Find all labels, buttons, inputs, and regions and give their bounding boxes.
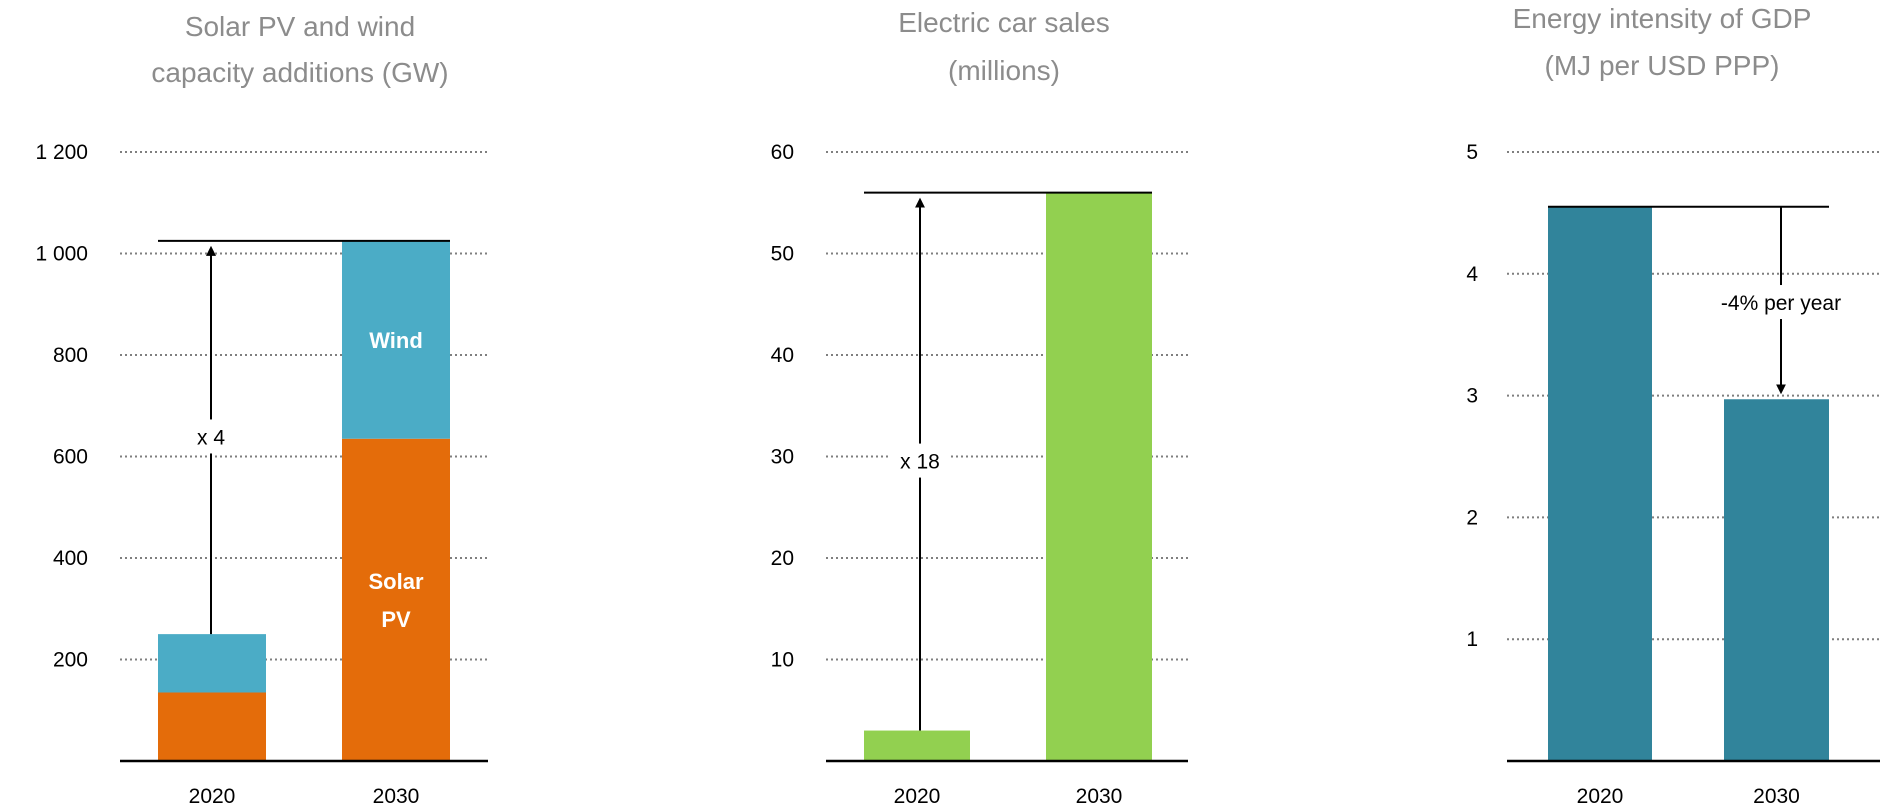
bar-value-2020: [1548, 206, 1652, 761]
change-annotation: -4% per year: [1721, 292, 1841, 315]
chart-title-line: Electric car sales: [898, 7, 1110, 38]
chart-title-line: capacity additions (GW): [151, 57, 448, 88]
y-tick-label: 50: [771, 243, 794, 266]
y-tick-label: 10: [771, 649, 794, 672]
y-tick-label: 30: [771, 446, 794, 469]
change-annotation: x 18: [900, 451, 940, 474]
chart-title-line: Energy intensity of GDP: [1513, 3, 1812, 34]
x-tick-label: 2020: [1577, 785, 1624, 808]
chart-title-line: Solar PV and wind: [185, 11, 415, 42]
y-tick-label: 60: [771, 141, 794, 164]
y-tick-label: 1 200: [35, 141, 88, 164]
y-tick-label: 200: [53, 649, 88, 672]
annotation-background: [1707, 285, 1855, 320]
annotation-background: [186, 419, 236, 454]
chart-title-line: (MJ per USD PPP): [1545, 50, 1780, 81]
chart-2: Electric car sales(millions)102030405060…: [771, 7, 1188, 808]
bar-solar-pv-2020: [158, 692, 266, 761]
x-tick-label: 2020: [189, 785, 236, 808]
segment-label: Solar: [368, 569, 423, 594]
chart-title-line: (millions): [948, 55, 1060, 86]
chart-1: Solar PV and wind capacity additions (GW)…: [35, 11, 488, 808]
segment-label: PV: [381, 607, 411, 632]
y-tick-label: 20: [771, 547, 794, 570]
bar-value-2030: [1046, 192, 1152, 762]
y-tick-label: 400: [53, 547, 88, 570]
x-tick-label: 2020: [894, 785, 941, 808]
bar-value-2020: [864, 730, 970, 761]
bar-value-2030: [1724, 399, 1829, 761]
x-tick-label: 2030: [1076, 785, 1123, 808]
y-tick-label: 4: [1466, 263, 1478, 286]
y-tick-label: 3: [1466, 385, 1478, 408]
x-tick-label: 2030: [1753, 785, 1800, 808]
chart-3: Energy intensity of GDP (MJ per USD PPP) 1…: [1466, 3, 1880, 808]
y-tick-label: 800: [53, 344, 88, 367]
change-annotation: x 4: [197, 426, 225, 449]
y-tick-label: 1: [1466, 628, 1478, 651]
bar-solar-pv-2030: [342, 438, 450, 761]
y-tick-label: 40: [771, 344, 794, 367]
segment-label: Wind: [369, 328, 423, 353]
x-tick-label: 2030: [373, 785, 420, 808]
bar-wind-2020: [158, 634, 266, 693]
y-tick-label: 1 000: [35, 243, 88, 266]
y-tick-label: 5: [1466, 141, 1478, 164]
bar-wind-2030: [342, 240, 450, 439]
annotation-background: [890, 443, 950, 478]
y-tick-label: 2: [1466, 506, 1478, 529]
y-tick-label: 600: [53, 446, 88, 469]
